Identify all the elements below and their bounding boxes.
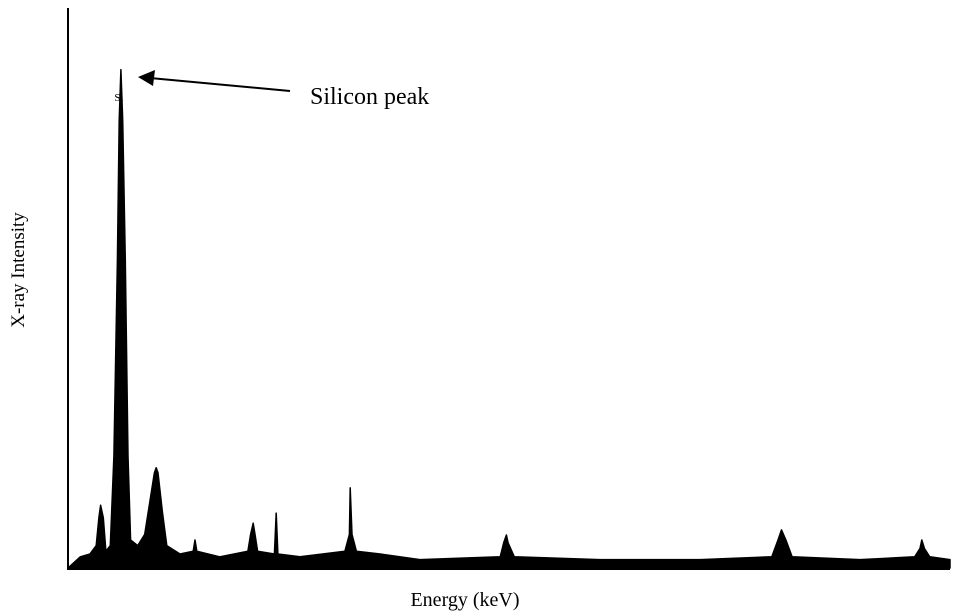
annotation: Silicon peak xyxy=(310,84,429,110)
annotation-arrow xyxy=(149,77,291,92)
x-axis-label: Energy (keV) xyxy=(410,589,519,611)
arrow-head xyxy=(138,70,155,86)
y-axis-label: X-ray Intensity xyxy=(8,212,29,328)
spectrum xyxy=(67,68,951,569)
peak-label: Si xyxy=(114,92,123,104)
